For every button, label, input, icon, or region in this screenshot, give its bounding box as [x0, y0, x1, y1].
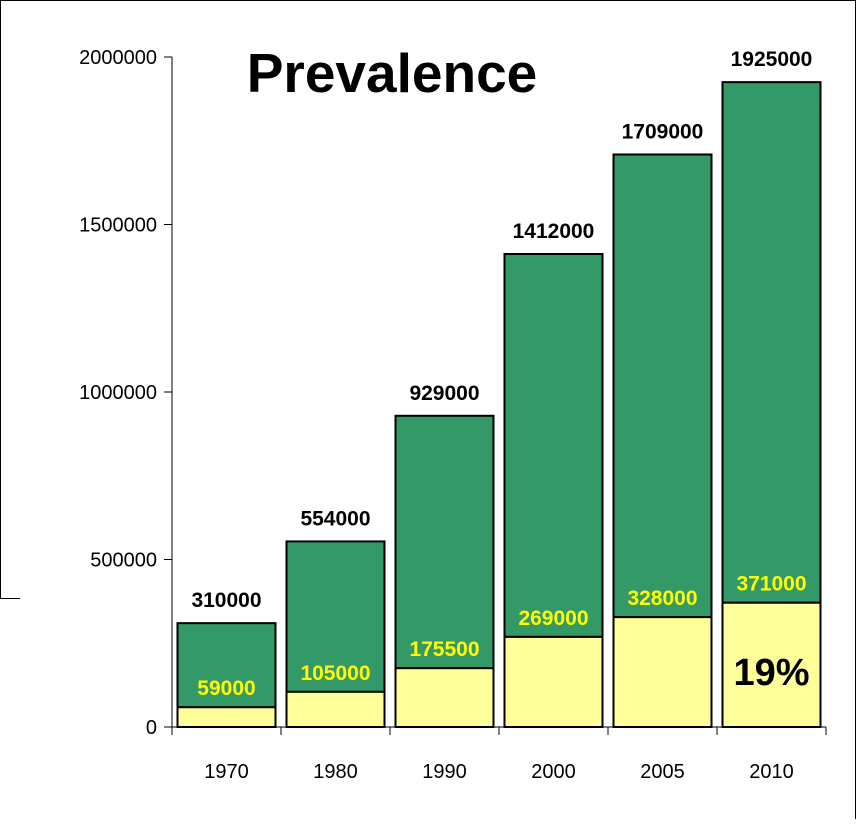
bar-total-segment	[612, 153, 713, 619]
bar-total-segment	[721, 81, 822, 604]
bar-total-segment	[285, 540, 386, 693]
bar-subset-label: 371000	[736, 573, 806, 596]
bar-subset-segment	[612, 616, 713, 728]
x-tick-label: 1990	[422, 761, 467, 783]
bar-subset-label: 328000	[627, 587, 697, 610]
chart-title: Prevalence	[247, 42, 538, 104]
bar-subset-label: 59000	[197, 677, 255, 700]
x-tick-label: 2010	[749, 761, 794, 783]
bar-total-label: 1412000	[513, 220, 595, 243]
x-tick-label: 2005	[640, 761, 685, 783]
bar-total-segment	[503, 252, 604, 638]
x-tick-label: 1980	[313, 761, 358, 783]
bar-subset-segment	[721, 601, 822, 729]
bar-subset-label: 269000	[518, 607, 588, 630]
bar-subset-segment	[285, 690, 386, 729]
bar-total-label: 929000	[409, 382, 479, 405]
bar-total-segment	[176, 622, 277, 709]
y-tick-label: 500000	[90, 550, 157, 572]
y-tick-label: 2000000	[79, 47, 157, 69]
y-tick-label: 1500000	[79, 215, 157, 237]
bar-total-segment	[394, 414, 495, 670]
x-tick-label: 2000	[531, 761, 576, 783]
bar-total-label: 310000	[191, 589, 261, 612]
bar-subset-segment	[176, 706, 277, 728]
bar-subset-segment	[394, 667, 495, 729]
bar-total-label: 1709000	[622, 120, 704, 143]
bar-total-label: 554000	[300, 507, 370, 530]
percentage-annotation: 19%	[733, 652, 809, 694]
bar-subset-segment	[503, 635, 604, 729]
bar-total-label: 1925000	[731, 48, 813, 71]
x-tick-label: 1970	[204, 761, 249, 783]
bar-subset-label: 105000	[300, 662, 370, 685]
y-tick-label: 1000000	[79, 382, 157, 404]
y-tick-label: 0	[146, 717, 157, 739]
bar-subset-label: 175500	[409, 638, 479, 661]
